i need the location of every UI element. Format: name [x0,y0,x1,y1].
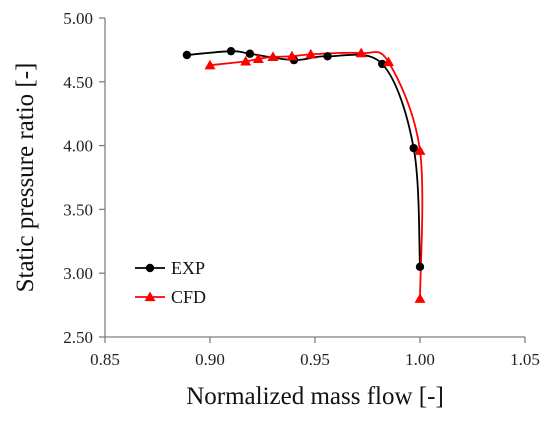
exp-data-point [409,143,418,153]
exp-data-point [182,50,192,60]
legend-exp-label: EXP [171,258,205,278]
cfd-data-point [240,55,252,66]
x-axis-title: Normalized mass flow [-] [186,383,444,410]
y-tick-label: 4.50 [63,73,93,92]
cfd-data-point [355,47,367,58]
cfd-data-point [383,56,394,67]
cfd-data-point [286,50,298,61]
y-tick-label: 4.00 [63,137,93,156]
y-tick-label: 3.00 [63,264,93,283]
y-tick-label: 3.50 [63,200,93,219]
y-axis-title: Static pressure ratio [-] [12,63,39,293]
legend: EXP CFD [135,258,206,307]
cfd-data-point [252,53,264,63]
cfd-data-point [267,51,279,62]
markers [182,46,426,303]
legend-cfd-marker [144,291,156,302]
cfd-data-point [414,293,426,303]
x-tick-label: 1.00 [405,350,435,369]
legend-exp-marker [145,263,155,273]
exp-data-point [415,262,425,272]
x-tick-label: 1.05 [510,350,540,369]
x-tick-label: 0.90 [195,350,225,369]
cfd-data-point [414,145,426,155]
cfd-data-point [305,48,317,59]
x-tick-label: 0.95 [300,350,330,369]
exp-data-point [245,49,255,58]
exp-series-line [186,50,421,267]
ticks: 0.85 0.90 0.95 1.00 1.05 2.50 3.00 3.50 4.00 4.50… [63,9,540,369]
cfd-series-line [209,51,424,299]
legend-cfd-label: CFD [171,287,206,307]
x-tick-label: 0.85 [90,350,120,369]
exp-data-point [323,52,332,61]
axes [104,18,525,338]
y-tick-label: 5.00 [63,9,93,28]
y-tick-label: 2.50 [63,328,93,347]
cfd-data-point [204,59,216,70]
exp-data-point [226,46,236,56]
series-lines [186,50,424,299]
